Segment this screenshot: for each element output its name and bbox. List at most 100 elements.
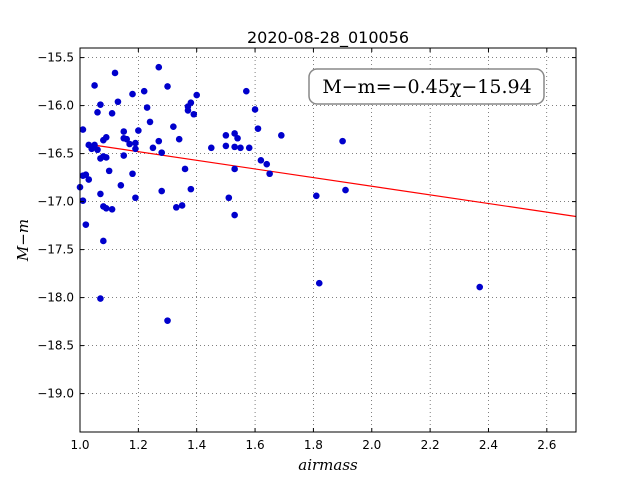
axis-ticks: [79, 48, 576, 432]
y-tick-label: −18.0: [37, 291, 74, 305]
data-point: [94, 146, 101, 154]
fit-equation-box: M−m=−0.45χ−15.94: [308, 68, 545, 105]
x-tick-label: 2.0: [362, 438, 381, 452]
data-point: [91, 141, 98, 149]
data-point: [222, 142, 230, 150]
data-point: [108, 109, 116, 117]
data-point: [243, 87, 250, 95]
data-point: [231, 165, 238, 173]
data-point: [164, 317, 171, 324]
data-point: [172, 204, 180, 211]
data-point: [476, 283, 484, 291]
data-point: [339, 137, 346, 145]
fit-line-group: [97, 145, 577, 218]
y-tick-label: −18.5: [37, 339, 74, 353]
x-tick-label: 2.6: [537, 438, 556, 452]
data-point: [245, 144, 253, 152]
data-point: [178, 202, 186, 209]
data-point: [193, 91, 201, 99]
y-tick-label: −17.0: [37, 195, 74, 209]
data-point: [94, 109, 101, 116]
x-tick-label: 2.4: [479, 438, 498, 452]
data-point: [97, 190, 104, 198]
data-point: [342, 186, 349, 194]
y-tick-label: −16.0: [37, 99, 74, 113]
x-axis-label: airmass: [298, 456, 358, 474]
data-point: [278, 132, 285, 139]
data-point: [126, 140, 133, 148]
data-point: [82, 171, 90, 179]
data-point: [132, 145, 139, 153]
data-point: [257, 157, 265, 164]
data-point: [143, 104, 151, 111]
chart-title: 2020-08-28_010056: [247, 28, 409, 48]
data-point: [207, 144, 215, 152]
data-point: [155, 137, 163, 145]
data-point: [266, 170, 273, 178]
data-point: [146, 118, 154, 126]
data-point: [79, 126, 87, 133]
data-point: [102, 205, 110, 212]
data-point: [187, 185, 195, 193]
data-point: [108, 205, 116, 213]
data-point: [120, 152, 128, 159]
data-point: [97, 295, 104, 302]
data-point: [105, 167, 113, 175]
data-point: [100, 237, 107, 245]
data-point: [222, 132, 230, 139]
data-point: [313, 192, 320, 200]
fit-equation: M−m=−0.45χ−15.94: [322, 76, 531, 98]
data-point: [254, 125, 262, 132]
data-point: [190, 110, 198, 118]
data-point: [164, 83, 171, 90]
x-tick-label: 1.4: [187, 438, 206, 452]
x-tick-label: 1.6: [246, 438, 265, 452]
data-point: [85, 176, 93, 183]
data-point: [102, 154, 110, 161]
data-point: [170, 123, 177, 131]
data-point: [123, 135, 130, 143]
y-tick-label: −17.5: [37, 243, 74, 257]
data-point: [149, 144, 157, 152]
data-point: [158, 149, 165, 156]
data-point: [231, 130, 238, 137]
data-point: [315, 279, 323, 287]
data-point: [187, 99, 195, 107]
data-point: [129, 170, 136, 178]
y-tick-label: −16.5: [37, 147, 74, 161]
data-point: [251, 106, 259, 113]
data-point: [181, 165, 189, 173]
y-axis-label: M−m: [14, 219, 32, 262]
y-tick-labels: −15.5 −16.0 −16.5 −17.0 −17.5 −18.0 −18.5 −19.0: [37, 51, 74, 401]
data-point: [231, 211, 238, 219]
y-tick-label: −15.5: [37, 51, 74, 65]
data-point: [237, 144, 244, 152]
x-tick-label: 1.8: [304, 438, 323, 452]
data-point: [155, 63, 163, 71]
data-point: [175, 135, 183, 143]
data-point: [120, 128, 128, 135]
data-point: [234, 134, 241, 142]
data-point: [91, 82, 98, 89]
data-point: [114, 98, 122, 106]
plot-frame: [79, 47, 577, 433]
data-point: [129, 90, 136, 98]
data-point: [158, 187, 165, 195]
x-tick-labels: 1.0 1.2 1.4 1.6 1.8 2.0 2.2 2.4 2.6: [70, 438, 556, 452]
x-tick-label: 2.2: [421, 438, 440, 452]
fit-line: [97, 145, 577, 218]
data-point: [102, 133, 110, 141]
data-point: [111, 69, 119, 77]
data-point: [140, 87, 148, 95]
data-point: [117, 181, 125, 189]
data-point: [132, 194, 139, 202]
x-tick-label: 1.0: [70, 438, 89, 452]
data-point: [79, 197, 87, 204]
data-point: [231, 143, 238, 151]
data-point: [132, 139, 139, 147]
data-points: [76, 63, 484, 324]
y-tick-label: −19.0: [37, 387, 74, 401]
data-point: [135, 127, 142, 134]
data-point: [82, 221, 90, 228]
